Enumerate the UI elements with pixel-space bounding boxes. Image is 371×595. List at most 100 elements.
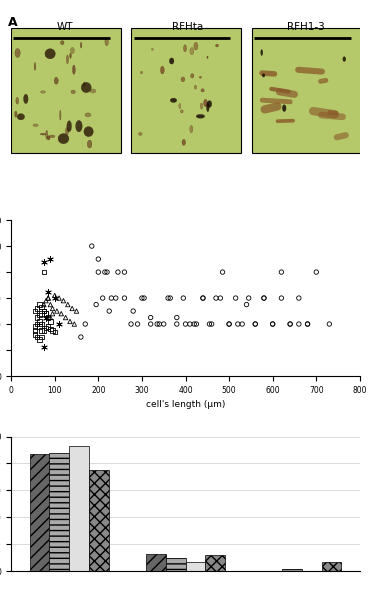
Point [183,320,188,329]
FancyBboxPatch shape [131,28,241,152]
Text: RFH1-3: RFH1-3 [287,22,325,32]
Ellipse shape [85,113,91,117]
Point [78,332,84,342]
Point [89,242,95,251]
Ellipse shape [16,98,19,104]
Point [95,254,101,264]
Ellipse shape [71,90,75,93]
Ellipse shape [161,66,164,74]
Point [187,320,193,329]
Ellipse shape [76,120,82,132]
Point [45,293,51,303]
Point [39,320,45,329]
FancyBboxPatch shape [11,28,121,152]
Ellipse shape [190,126,193,133]
Point [34,332,40,342]
Point [213,293,219,303]
Ellipse shape [105,37,108,46]
Point [43,313,49,322]
Point [305,320,311,329]
Point [56,293,62,303]
Point [113,293,119,303]
Point [226,320,232,329]
Point [122,267,128,277]
Point [63,313,69,322]
Point [47,317,53,326]
Point [157,320,162,329]
Point [34,303,40,313]
Ellipse shape [140,71,142,74]
Ellipse shape [81,42,82,48]
Point [161,320,167,329]
Ellipse shape [70,48,75,54]
Point [278,267,285,277]
Ellipse shape [207,101,212,107]
Ellipse shape [40,90,45,93]
Point [47,313,53,322]
Point [43,309,49,318]
Ellipse shape [207,57,208,58]
Point [36,300,42,309]
Point [167,293,173,303]
Bar [205,555,225,571]
Ellipse shape [33,124,38,127]
Point [135,320,141,329]
Ellipse shape [180,109,183,113]
Point [52,293,58,303]
Bar [89,470,109,571]
Point [47,254,53,264]
Ellipse shape [282,105,286,112]
Point [220,267,226,277]
Point [43,296,49,305]
Point [141,293,147,303]
Ellipse shape [194,42,198,50]
Point [67,317,73,326]
Ellipse shape [49,135,55,137]
Point [43,323,49,333]
Point [174,320,180,329]
Ellipse shape [46,130,48,139]
Point [313,267,319,277]
Ellipse shape [262,73,265,77]
Ellipse shape [216,44,219,47]
Point [41,343,47,352]
Point [270,320,276,329]
Point [39,332,45,342]
Ellipse shape [260,49,263,56]
Point [69,303,75,313]
Bar [166,558,186,571]
Ellipse shape [190,48,194,55]
Point [47,324,53,334]
Point [65,300,71,309]
Point [45,322,51,331]
Text: RFHta: RFHta [172,22,203,32]
Ellipse shape [54,77,58,84]
Point [217,293,223,303]
Point [102,267,108,277]
Point [32,322,38,331]
Point [193,320,199,329]
Ellipse shape [67,121,72,131]
Ellipse shape [47,136,50,140]
Point [296,293,302,303]
Ellipse shape [199,76,201,78]
Ellipse shape [87,140,92,148]
Point [305,320,311,329]
Ellipse shape [60,110,61,120]
Point [54,306,60,316]
Point [108,293,114,303]
Point [73,306,79,316]
Point [252,320,258,329]
Point [60,296,66,305]
Point [278,293,285,303]
Point [207,320,213,329]
Point [139,293,145,303]
Point [41,257,47,267]
Text: A: A [8,17,17,29]
Point [34,320,40,329]
Ellipse shape [194,85,197,89]
Point [93,300,99,309]
Point [106,306,112,316]
Point [71,320,77,329]
Ellipse shape [60,40,64,45]
